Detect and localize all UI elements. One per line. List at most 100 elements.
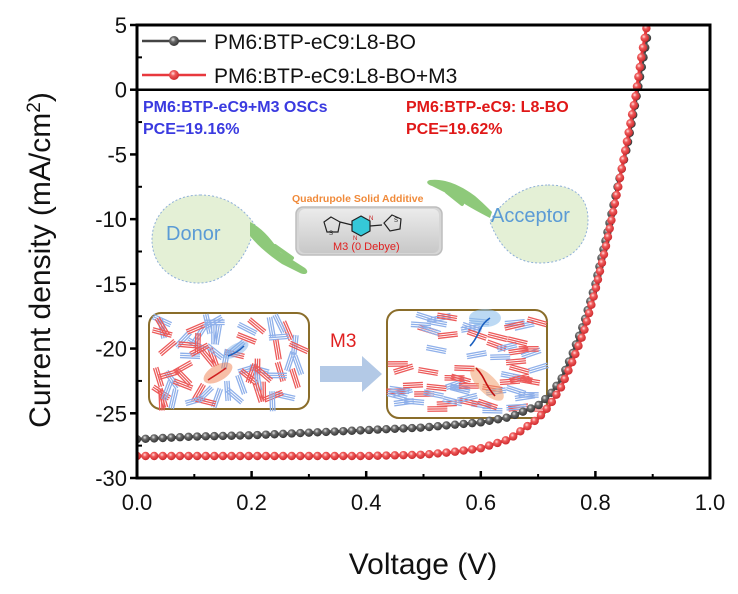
y-tick-label: 0 — [115, 78, 127, 103]
additive-title: Quadrupole Solid Additive — [292, 193, 424, 205]
donor-rod — [199, 348, 217, 368]
acceptor-rod — [168, 388, 179, 410]
x-tick-label: 0.6 — [466, 490, 497, 515]
x-axis-title: Voltage (V) — [349, 548, 497, 581]
data-point — [261, 451, 271, 461]
donor-rod — [426, 383, 447, 392]
transform-arrow: M3 — [320, 331, 382, 392]
pyrimidine-icon — [351, 215, 383, 237]
atom-n-top: N — [369, 216, 373, 222]
data-point — [597, 258, 607, 267]
x-tick-label: 0.2 — [236, 490, 267, 515]
data-point — [227, 431, 236, 440]
data-point — [184, 451, 193, 461]
legend-marker-1 — [169, 36, 179, 46]
data-point — [390, 424, 400, 434]
data-point — [468, 418, 477, 428]
data-point — [615, 173, 625, 182]
data-point — [149, 451, 159, 461]
data-point — [601, 241, 611, 251]
data-point — [399, 424, 408, 433]
acceptor-rod — [213, 324, 223, 345]
data-point — [617, 164, 626, 173]
data-point — [607, 215, 616, 225]
donor-rod — [272, 339, 282, 361]
data-point — [485, 416, 494, 425]
data-point — [631, 91, 640, 101]
data-point — [476, 444, 485, 453]
donor-rod — [477, 398, 498, 411]
y-axis-title: Current density (mA/cm2) — [24, 92, 57, 428]
data-point — [589, 292, 598, 301]
donor-rod — [288, 340, 310, 355]
data-point — [218, 431, 228, 441]
data-point — [253, 451, 262, 461]
legend-label-2: PM6:BTP-eC9:L8-BO+M3 — [214, 65, 457, 88]
data-point — [484, 441, 494, 450]
annotation-blue-pce: PCE=19.16% — [143, 121, 240, 138]
data-point — [614, 182, 623, 191]
data-point — [552, 390, 561, 399]
data-point — [593, 275, 603, 284]
data-point — [508, 432, 518, 441]
data-point — [313, 428, 322, 437]
data-point — [642, 25, 651, 33]
data-point — [510, 410, 520, 420]
donor-rod — [158, 338, 178, 357]
molecule-box: S N N S M3 (0 Debye) — [295, 206, 443, 256]
x-tick-label: 1.0 — [695, 490, 726, 515]
legend-label-1: PM6:BTP-eC9:L8-BO — [214, 31, 416, 54]
data-point — [158, 433, 167, 443]
data-point — [523, 421, 532, 431]
y-axis-title-main: Current density (mA/cm — [24, 113, 57, 428]
data-point — [450, 447, 460, 456]
molecular-rods — [386, 311, 549, 414]
legend-marker-2 — [169, 70, 179, 80]
data-point — [141, 434, 150, 443]
data-point — [587, 300, 596, 310]
data-point — [459, 446, 468, 455]
donor-rod — [508, 364, 530, 375]
data-point — [599, 250, 609, 259]
data-point — [627, 110, 637, 119]
donor-rod — [505, 357, 527, 366]
data-point — [567, 357, 577, 367]
data-point — [610, 199, 620, 208]
annotation-blue-device: PM6:BTP-eC9+M3 OSCs — [143, 99, 328, 116]
data-point — [622, 137, 632, 146]
data-point — [278, 451, 288, 461]
acceptor-rod — [410, 321, 432, 329]
data-point — [253, 430, 262, 440]
data-point — [210, 451, 219, 461]
y-tick-label: -15 — [95, 272, 127, 297]
acceptor-rod — [420, 324, 442, 337]
acceptor-rod — [205, 343, 225, 361]
data-point — [433, 422, 443, 431]
data-point — [541, 394, 550, 404]
donor-rod — [526, 316, 548, 328]
donor-rod — [172, 378, 194, 391]
data-point — [347, 451, 357, 461]
acceptor-rod — [272, 313, 287, 334]
data-point — [591, 283, 601, 293]
annotation-red-pce: PCE=19.62% — [406, 121, 503, 138]
data-point — [356, 426, 365, 435]
data-point — [603, 232, 613, 242]
data-point — [612, 190, 621, 200]
data-point — [278, 429, 288, 439]
data-point — [556, 383, 566, 392]
data-point — [158, 451, 167, 461]
data-point — [608, 207, 618, 217]
data-point — [634, 72, 643, 81]
donor-rod — [151, 327, 173, 338]
data-point — [580, 325, 589, 334]
data-point — [425, 449, 434, 459]
x-tick-label: 0.4 — [351, 490, 382, 515]
data-point — [270, 451, 279, 461]
y-tick-label: -10 — [95, 207, 127, 232]
data-point — [227, 451, 236, 461]
axes: 0.0 0.2 0.4 0.6 0.8 1.0 5 0 -5 -10 -15 -20 -25 -30 — [95, 13, 725, 515]
donor-rod — [247, 317, 267, 335]
data-point — [382, 425, 391, 434]
data-point — [584, 308, 594, 318]
